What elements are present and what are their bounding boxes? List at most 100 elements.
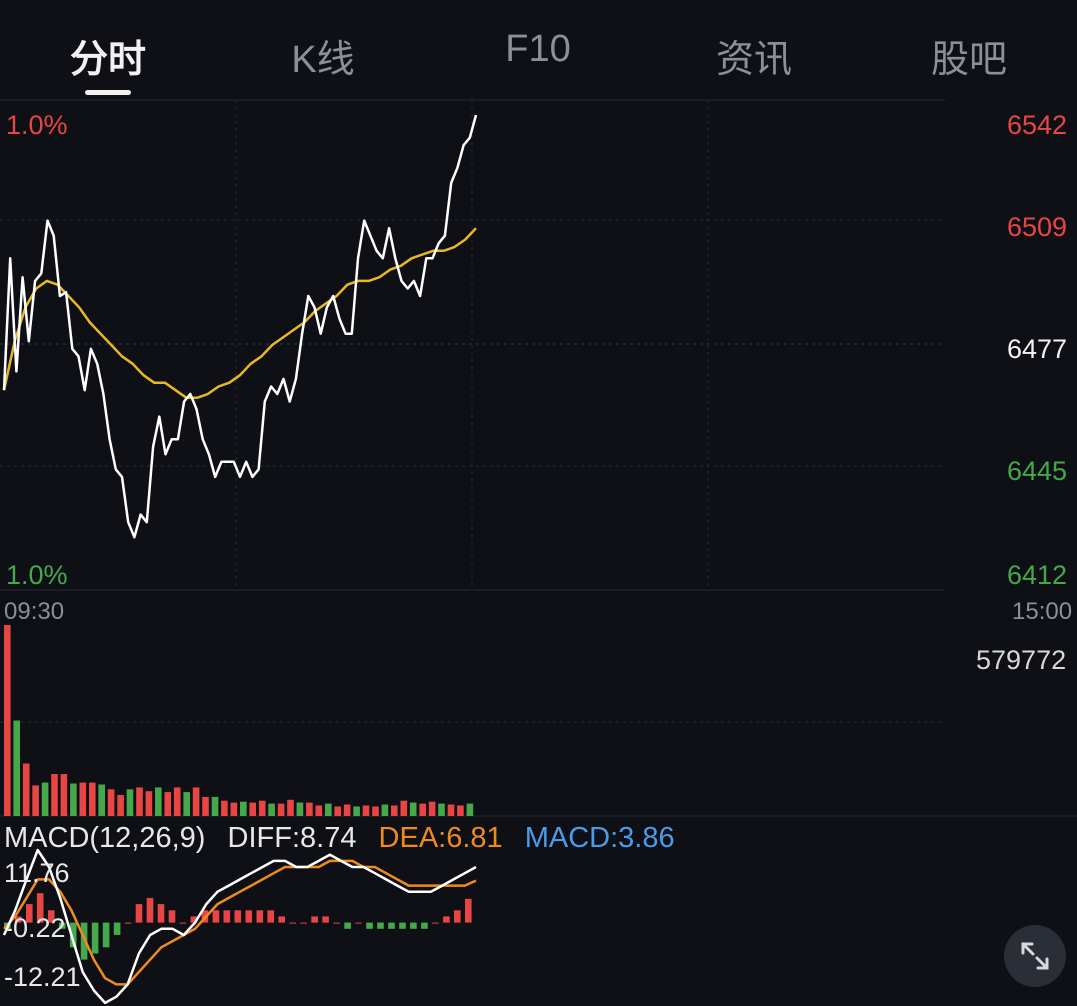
macd-histogram-bar — [157, 904, 165, 923]
macd-histogram-bar — [465, 898, 472, 923]
macd-histogram-bar — [278, 916, 285, 923]
volume-bar — [466, 803, 474, 816]
tab-bar: 分时 K线 F10 资讯 股吧 — [0, 0, 1077, 100]
macd-histogram-bar — [410, 922, 417, 929]
volume-bar — [457, 805, 464, 816]
macd-histogram-bar — [212, 910, 220, 923]
volume-bar — [277, 803, 285, 816]
volume-bar — [192, 787, 200, 816]
volume-bar — [362, 805, 370, 816]
volume-bar — [4, 625, 11, 816]
tab-f10[interactable]: F10 — [505, 28, 571, 70]
macd-histogram-bar — [234, 910, 242, 923]
volume-bar — [419, 803, 426, 816]
macd-histogram-bar — [36, 893, 44, 923]
macd-histogram-bar — [289, 922, 296, 924]
volume-bar — [136, 787, 143, 816]
price-tick-label: 6509 — [1007, 212, 1068, 242]
time-end-label: 15:00 — [1012, 598, 1073, 625]
volume-bar — [287, 799, 294, 816]
macd-tick-label: 11.76 — [4, 858, 70, 888]
volume-bar — [296, 802, 304, 816]
macd-histogram-bar — [146, 897, 154, 923]
tab-kline[interactable]: K线 — [291, 39, 355, 81]
tab-news[interactable]: 资讯 — [715, 39, 793, 81]
volume-bar — [428, 801, 436, 816]
volume-bar — [70, 783, 77, 816]
volume-bar — [164, 792, 172, 816]
pct-top-label: 1.0% — [6, 110, 68, 140]
macd-histogram-bar — [399, 922, 406, 929]
tab-intraday[interactable]: 分时 — [69, 39, 147, 81]
pct-bottom-label: 1.0% — [6, 560, 68, 590]
dea-line — [3, 859, 477, 986]
price-tick-label: 6477 — [1007, 334, 1068, 364]
volume-bar — [183, 792, 190, 816]
price-tick-label: 6412 — [1007, 560, 1068, 590]
volume-bar — [60, 774, 68, 816]
volume-bar — [268, 803, 275, 816]
macd-histogram-bar — [355, 922, 362, 924]
volume-bar — [221, 800, 228, 816]
volume-bar — [155, 787, 162, 816]
macd-histogram-bar — [432, 922, 439, 924]
price-line — [2, 114, 478, 539]
diff-line — [2, 848, 477, 1005]
active-tab-indicator — [85, 90, 131, 95]
macd-histogram-bar — [91, 922, 99, 954]
volume-bar — [334, 806, 341, 817]
macd-title: MACD(12,26,9) — [4, 822, 206, 854]
volume-bar — [13, 720, 20, 816]
price-tick-label: 6542 — [1007, 110, 1068, 140]
volume-bar — [325, 803, 332, 816]
volume-bar — [306, 802, 313, 816]
volume-bar — [409, 802, 417, 816]
macd-histogram-bar — [245, 910, 253, 923]
macd-histogram-bar — [333, 922, 340, 924]
macd-histogram-bar — [388, 922, 395, 929]
macd-histogram-bar — [124, 922, 132, 924]
volume-bar — [391, 805, 398, 816]
macd-histogram-bar — [26, 904, 33, 923]
macd-histogram-bar — [311, 916, 318, 923]
macd-histogram-bar — [366, 922, 373, 929]
macd-histogram-bar — [190, 916, 198, 923]
volume-bar — [89, 782, 96, 816]
volume-bar — [240, 801, 247, 816]
volume-bar — [41, 782, 49, 816]
macd-histogram-bar — [179, 922, 187, 924]
macd-histogram-bar — [454, 910, 461, 923]
macd-diff-value: DIFF:8.74 — [227, 822, 357, 854]
macd-histogram-bar — [135, 904, 143, 923]
macd-histogram-bar — [113, 922, 121, 935]
macd-histogram-bar — [15, 916, 22, 923]
avg-price-line — [2, 227, 477, 400]
tab-forum[interactable]: 股吧 — [930, 39, 1008, 81]
volume-bar — [51, 774, 58, 816]
volume-bar — [381, 804, 389, 816]
volume-bar — [447, 804, 455, 816]
volume-bar — [400, 800, 408, 816]
volume-bar — [32, 785, 39, 816]
volume-bar — [22, 763, 30, 816]
volume-bar — [202, 796, 209, 816]
price-tick-label: 6445 — [1007, 456, 1068, 486]
macd-histogram-bar — [58, 922, 66, 929]
macd-histogram-bar — [102, 922, 110, 948]
macd-histogram-bar — [47, 910, 55, 923]
macd-histogram-bar — [223, 910, 231, 923]
macd-tick-label: -0.22 — [4, 913, 66, 943]
volume-bar — [315, 805, 323, 816]
macd-histogram-bar — [421, 922, 428, 929]
macd-macd-value: MACD:3.86 — [524, 822, 675, 854]
macd-histogram-bar — [300, 922, 307, 924]
macd-histogram-bar — [267, 910, 274, 923]
fullscreen-button[interactable] — [1004, 925, 1066, 987]
volume-bar — [117, 795, 124, 816]
volume-bar — [79, 782, 87, 816]
macd-histogram-bar — [256, 910, 264, 923]
volume-bar — [258, 800, 266, 816]
volume-bar — [230, 802, 238, 816]
volume-bar — [343, 804, 351, 816]
